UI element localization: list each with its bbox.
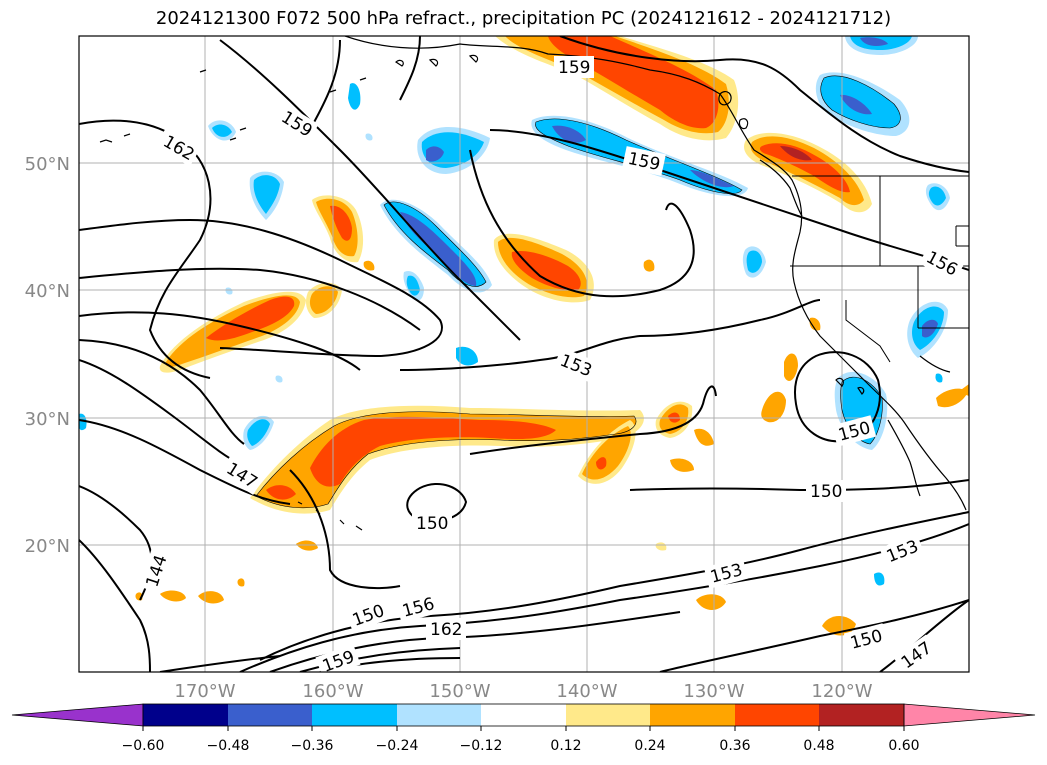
contour-label: 159 [558, 58, 590, 78]
lon-label: 120°W [811, 681, 872, 702]
lon-labels: 170°W 160°W 150°W 140°W 130°W 120°W [174, 681, 872, 702]
map-frame [78, 35, 970, 673]
colorbar-overflow-arrow [903, 703, 1036, 727]
lon-label: 130°W [683, 681, 744, 702]
lat-label: 20°N [25, 536, 70, 557]
lon-label: 150°W [429, 681, 490, 702]
contour-label: 150 [810, 482, 842, 502]
colorbar-tick-label: 0.36 [719, 738, 750, 754]
colorbar: −0.60 −0.48 −0.36 −0.24 −0.12 0.12 0.24 … [11, 703, 1036, 754]
colorbar-segment [566, 704, 650, 726]
contour-labels: 162 159 159 159 156 153 150 150 150 147 … [139, 56, 965, 679]
map-title: 2024121300 F072 500 hPa refract., precip… [155, 8, 892, 29]
lat-label: 40°N [25, 281, 70, 302]
colorbar-tick-label: −0.24 [376, 738, 419, 754]
colorbar-tick-label: 0.24 [634, 738, 665, 754]
colorbar-segment [228, 704, 312, 726]
gridlines [79, 36, 969, 672]
colorbar-segment [819, 704, 904, 726]
colorbar-segment [312, 704, 397, 726]
colorbar-tick-label: 0.48 [803, 738, 834, 754]
colorbar-tick-label: −0.36 [291, 738, 334, 754]
colorbar-segment [481, 704, 566, 726]
precip-outlines [255, 75, 901, 509]
colorbar-tick-label: 0.60 [888, 738, 919, 754]
colorbar-underflow-arrow [11, 703, 144, 727]
lon-label: 170°W [174, 681, 235, 702]
colorbar-segment [735, 704, 819, 726]
colorbar-segment [397, 704, 481, 726]
colorbar-tick-label: −0.60 [122, 738, 165, 754]
height-contours [79, 36, 969, 672]
lat-label: 50°N [25, 154, 70, 175]
colorbar-tick-label: 0.12 [550, 738, 581, 754]
colorbar-segment [143, 704, 228, 726]
contour-label: 162 [430, 620, 462, 640]
lon-label: 160°W [302, 681, 363, 702]
colorbar-tick-label: −0.48 [207, 738, 250, 754]
lat-labels: 50°N 40°N 30°N 20°N [25, 154, 70, 557]
lon-label: 140°W [556, 681, 617, 702]
contour-label: 150 [416, 514, 448, 534]
colorbar-tick-label: −0.12 [460, 738, 503, 754]
lat-label: 30°N [25, 409, 70, 430]
colorbar-segment [650, 704, 735, 726]
